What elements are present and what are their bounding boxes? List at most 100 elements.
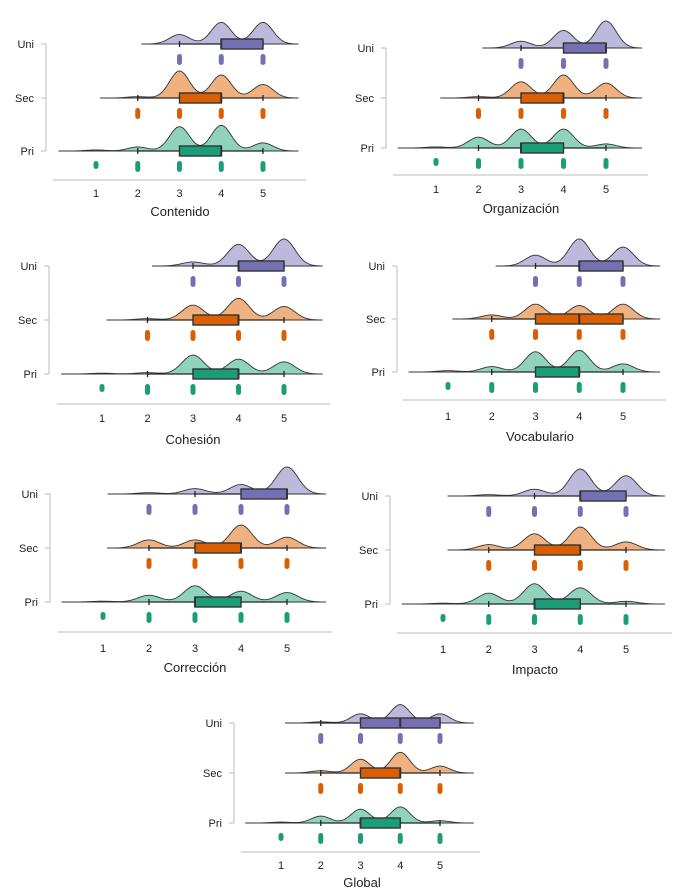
panel-corrección: 1 2 3 4 5 Corrección Uni Sec Pri: [19, 466, 332, 675]
data-point: [476, 108, 481, 119]
data-point: [532, 614, 537, 625]
x-tick-label: 2: [135, 188, 141, 200]
x-tick-label: 2: [475, 184, 481, 196]
y-category-label: Pri: [365, 599, 378, 611]
data-point: [284, 558, 290, 569]
data-point: [623, 560, 629, 571]
group-pri: [61, 354, 323, 395]
x-tick-label: 5: [284, 643, 290, 655]
x-tick-label: 3: [176, 188, 182, 200]
data-point: [437, 833, 443, 844]
y-category-label: Uni: [20, 261, 37, 273]
data-point: [100, 612, 106, 620]
data-point: [190, 276, 196, 287]
y-category-label: Uni: [205, 718, 222, 730]
group-sec: [447, 526, 665, 571]
y-category-label: Uni: [21, 489, 38, 501]
data-point: [177, 54, 182, 65]
group-uni: [284, 704, 474, 744]
data-point: [561, 158, 566, 169]
data-point: [318, 733, 324, 744]
density-curve: [141, 21, 299, 45]
box: [178, 92, 222, 104]
box: [220, 38, 264, 50]
data-point: [603, 108, 609, 119]
data-point: [445, 382, 451, 390]
data-point: [532, 506, 537, 517]
box: [578, 260, 624, 272]
density-curve: [61, 585, 327, 603]
density-curve: [58, 124, 299, 152]
data-point: [236, 276, 241, 287]
data-point: [281, 330, 287, 341]
group-pri: [401, 583, 665, 625]
box: [520, 92, 565, 104]
x-axis-title: Global: [343, 875, 381, 890]
data-point: [318, 833, 324, 844]
panel-cohesión: 1 2 3 4 5 Cohesión Uni Sec Pri: [18, 238, 330, 447]
data-point: [518, 158, 524, 169]
x-tick-label: 1: [93, 188, 99, 200]
box: [194, 542, 242, 554]
data-point: [437, 733, 443, 744]
x-tick-label: 1: [433, 184, 439, 196]
x-axis-title: Contenido: [150, 204, 209, 219]
x-tick-label: 2: [144, 413, 150, 425]
data-point: [518, 108, 524, 119]
y-category-label: Pri: [24, 369, 37, 381]
data-point: [192, 504, 198, 515]
data-point: [620, 276, 626, 287]
data-point: [437, 783, 443, 794]
data-point: [397, 783, 403, 794]
data-point: [260, 161, 266, 172]
data-point: [533, 382, 538, 393]
data-point: [532, 560, 537, 571]
box: [579, 490, 627, 502]
data-point: [533, 276, 538, 287]
group-uni: [141, 21, 299, 65]
data-point: [620, 329, 626, 340]
group-sec: [440, 74, 643, 119]
x-tick-label: 4: [577, 644, 583, 656]
y-category-label: Sec: [18, 315, 37, 327]
y-category-label: Pri: [209, 818, 222, 830]
box: [178, 145, 222, 157]
x-axis-title: Impacto: [512, 662, 558, 677]
group-pri: [397, 128, 643, 169]
data-point: [577, 506, 583, 517]
data-point: [489, 329, 495, 340]
data-point: [177, 108, 182, 119]
density-curve: [447, 468, 665, 497]
data-point: [489, 382, 495, 393]
data-point: [146, 612, 152, 623]
x-tick-label: 5: [437, 860, 443, 872]
x-tick-label: 3: [531, 644, 537, 656]
x-tick-label: 3: [357, 860, 363, 872]
y-category-label: Sec: [366, 314, 385, 326]
box: [359, 817, 401, 829]
data-point: [576, 329, 582, 340]
density-curve: [107, 466, 327, 495]
density-curve: [495, 238, 661, 267]
data-point: [281, 276, 287, 287]
group-sec: [284, 751, 474, 794]
data-point: [603, 158, 609, 169]
data-point: [358, 783, 363, 794]
group-uni: [447, 468, 665, 517]
data-point: [192, 558, 198, 569]
y-category-label: Pri: [361, 143, 374, 155]
x-axis-title: Cohesión: [166, 432, 221, 447]
data-point: [623, 506, 629, 517]
data-point: [238, 612, 244, 623]
data-point: [145, 330, 150, 341]
data-point: [145, 384, 150, 395]
density-curve: [482, 20, 643, 49]
x-tick-label: 2: [486, 644, 492, 656]
data-point: [190, 384, 196, 395]
y-category-label: Sec: [203, 768, 222, 780]
data-point: [135, 108, 141, 119]
data-point: [146, 504, 152, 515]
data-point: [358, 733, 363, 744]
